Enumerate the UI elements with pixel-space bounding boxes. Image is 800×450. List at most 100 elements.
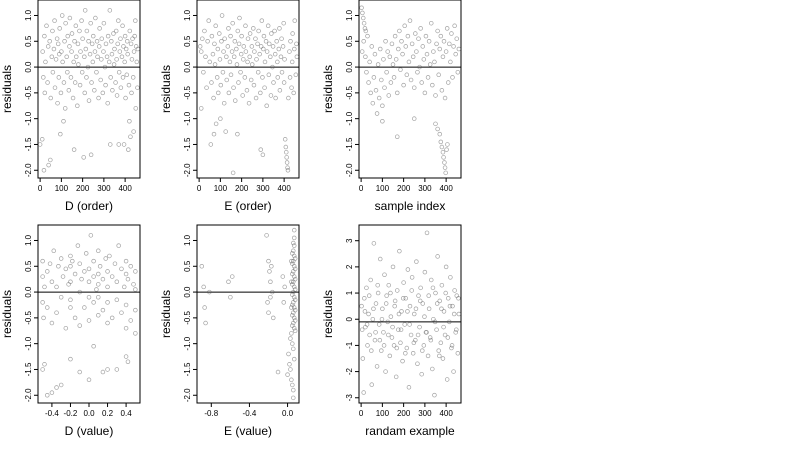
data-point	[290, 341, 295, 346]
scatter-panel-p6: 0 100 200 300 400 -3 -2 -1 0 1 2 3 randam example res…	[321, 224, 462, 438]
data-point	[95, 54, 100, 60]
data-point	[449, 345, 454, 351]
data-point	[110, 88, 115, 93]
data-point	[293, 72, 299, 78]
data-point	[389, 41, 395, 47]
data-point	[86, 294, 92, 300]
data-point	[89, 41, 95, 47]
data-point	[291, 346, 296, 352]
data-point	[58, 294, 64, 300]
data-point	[388, 314, 394, 319]
data-point	[360, 356, 366, 361]
data-point	[211, 95, 216, 101]
data-point	[104, 54, 110, 60]
data-point	[96, 95, 101, 101]
data-point	[433, 290, 438, 296]
data-point	[456, 311, 462, 317]
x-tick-label: 200	[76, 184, 90, 193]
data-point	[220, 69, 226, 75]
data-point	[226, 90, 232, 96]
data-point	[382, 85, 387, 90]
data-point	[94, 39, 100, 44]
data-point	[40, 49, 45, 54]
data-point	[432, 59, 437, 65]
data-point	[222, 36, 227, 41]
x-tick-label: 400	[277, 184, 291, 193]
data-point	[96, 248, 101, 254]
y-tick-label: -2.0	[24, 388, 33, 402]
data-point	[124, 72, 130, 78]
data-point	[258, 147, 264, 152]
data-point	[42, 90, 48, 96]
data-point	[363, 28, 369, 34]
data-point	[399, 309, 404, 314]
data-point	[96, 271, 101, 277]
data-point	[209, 33, 215, 39]
data-point	[430, 366, 435, 372]
data-point	[261, 46, 266, 52]
data-point	[287, 362, 292, 367]
data-point	[442, 160, 447, 165]
data-point	[265, 23, 271, 29]
data-point	[428, 337, 434, 343]
data-point	[359, 49, 365, 54]
data-point	[443, 170, 448, 176]
data-point	[396, 311, 402, 317]
data-point	[199, 264, 205, 269]
data-point	[84, 28, 90, 34]
data-point	[217, 57, 223, 62]
y-tick-label: -0.5	[183, 310, 192, 324]
data-point	[61, 80, 67, 85]
data-point	[292, 328, 298, 334]
data-point	[409, 288, 414, 293]
data-point	[421, 343, 427, 348]
data-point	[446, 80, 451, 85]
data-point	[224, 77, 230, 83]
data-point	[438, 33, 444, 39]
data-point	[96, 313, 101, 318]
y-tick-label: 0.5	[24, 35, 33, 47]
data-point	[252, 49, 257, 54]
data-point	[418, 26, 423, 31]
data-point	[266, 310, 271, 315]
data-point	[120, 75, 126, 80]
data-point	[402, 322, 407, 327]
data-point	[54, 284, 59, 290]
data-point	[292, 276, 298, 282]
scatter-panel-p4: -0.4 -0.2 0.0 0.2 0.4 -2.0 -1.5 -1.0 -0.5 0.0 0.5 1…	[0, 224, 141, 438]
data-point	[208, 142, 214, 147]
data-point	[123, 354, 129, 359]
data-point	[403, 44, 409, 49]
data-point	[397, 248, 402, 254]
data-point	[116, 142, 121, 147]
y-tick-label: -0.5	[183, 85, 192, 99]
data-point	[234, 62, 240, 67]
data-point	[433, 93, 438, 98]
data-point	[109, 315, 115, 321]
data-point	[279, 69, 285, 75]
y-tick-label: 0	[345, 316, 354, 321]
data-point	[416, 36, 421, 41]
data-point	[83, 46, 89, 52]
data-point	[291, 90, 296, 96]
data-point	[107, 253, 112, 259]
data-point	[105, 33, 111, 39]
data-point	[381, 57, 386, 62]
data-point	[424, 51, 430, 57]
data-point	[272, 28, 277, 34]
data-point	[105, 284, 110, 290]
data-point	[243, 23, 248, 29]
data-point	[373, 301, 379, 306]
data-point	[381, 330, 386, 335]
data-point	[48, 157, 53, 163]
data-point	[291, 387, 296, 393]
x-tick-label: -0.8	[204, 409, 218, 418]
data-point	[434, 301, 440, 306]
data-point	[90, 59, 96, 65]
data-point	[375, 290, 381, 296]
data-point	[434, 327, 439, 332]
data-point	[420, 301, 426, 306]
data-point	[125, 359, 131, 364]
data-point	[85, 64, 91, 70]
data-point	[450, 303, 455, 309]
